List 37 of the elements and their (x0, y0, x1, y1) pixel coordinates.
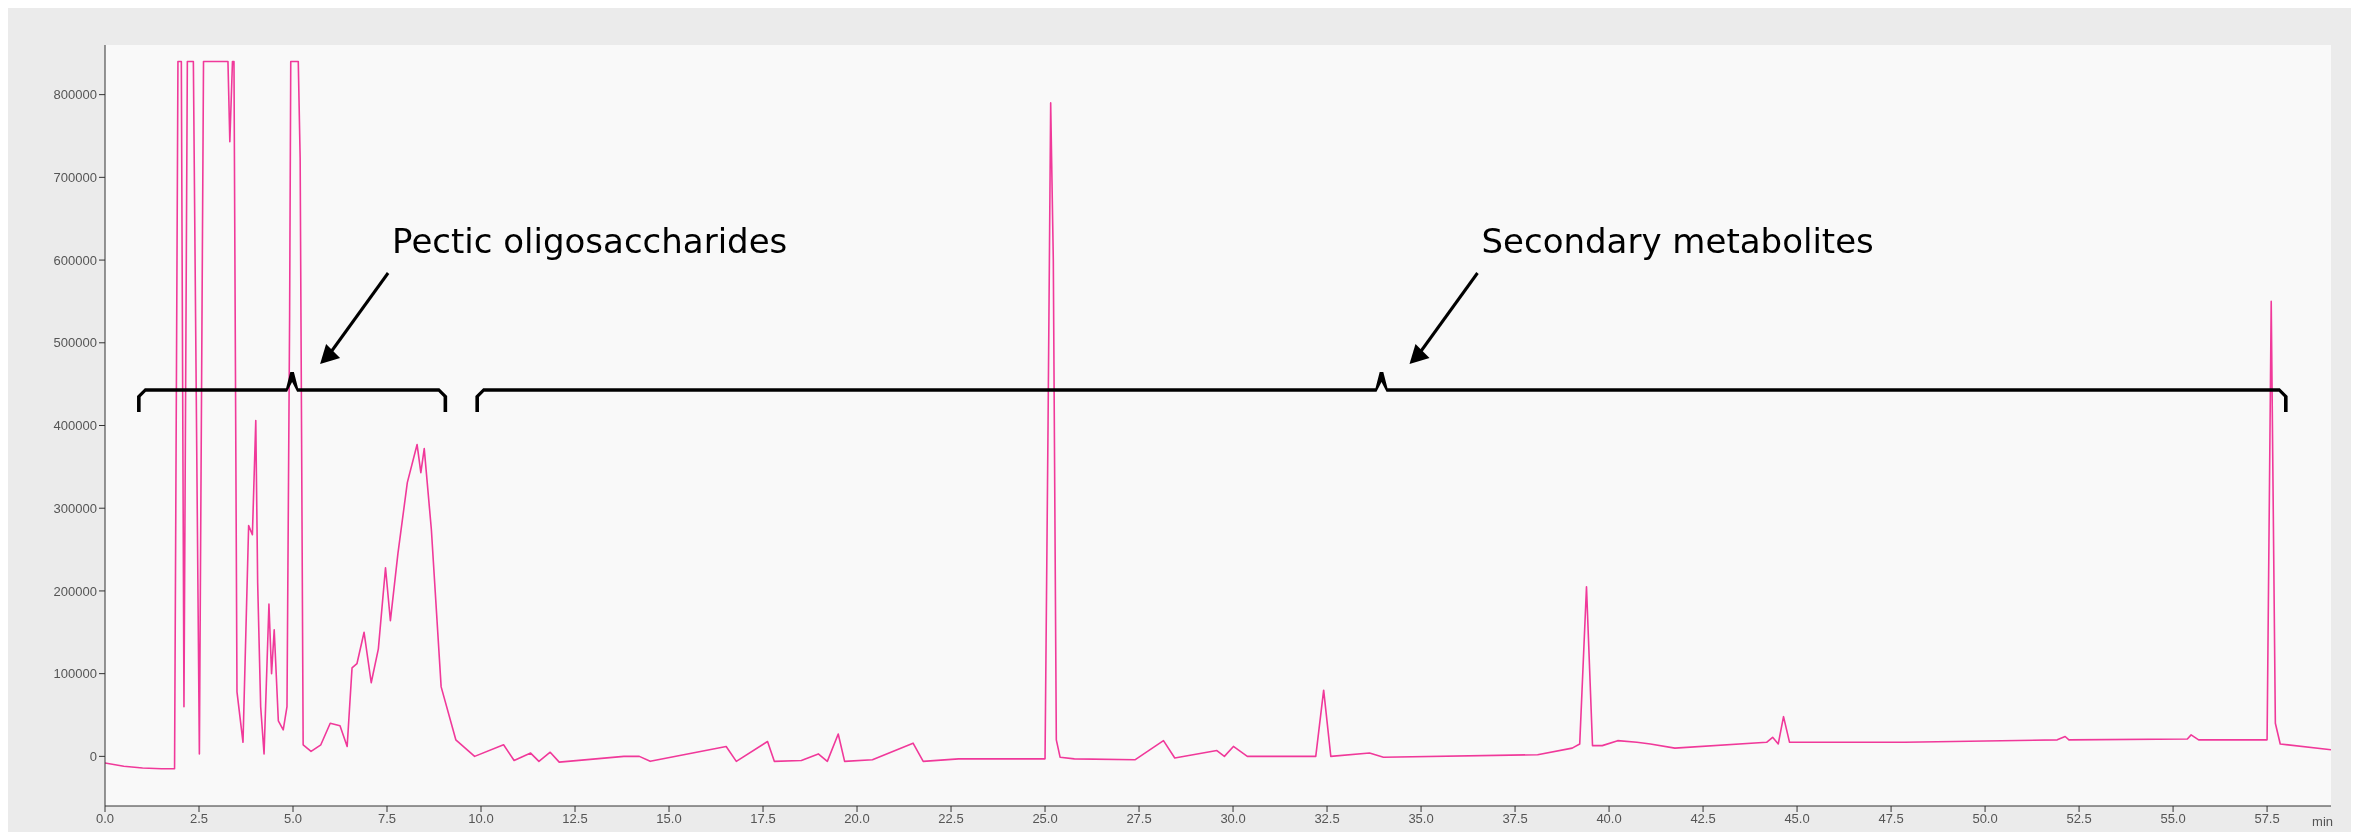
x-tick-label: 30.0 (1220, 811, 1246, 827)
x-axis-title: min (2312, 814, 2333, 829)
x-tick-label: 52.5 (2066, 811, 2092, 827)
annotation: Secondary metabolites (1481, 221, 1874, 261)
line-series (105, 60, 2331, 770)
x-tick-label: 50.0 (1972, 811, 1998, 827)
x-tick-label: 12.5 (562, 811, 588, 827)
x-tick-label: 57.5 (2254, 811, 2280, 827)
x-tick-label: 10.0 (468, 811, 494, 827)
y-tick-label: 400000 (53, 418, 97, 434)
x-tick-label: 22.5 (938, 811, 964, 827)
x-tick-label: 40.0 (1596, 811, 1622, 827)
annotation: Pectic oligosaccharides (392, 221, 788, 261)
y-tick-label: 700000 (53, 169, 97, 185)
y-tick-label: 800000 (53, 87, 97, 103)
x-tick-label: 47.5 (1878, 811, 1904, 827)
x-tick-label: 42.5 (1690, 811, 1716, 827)
y-tick-label: 600000 (53, 252, 97, 268)
y-tick-label: 200000 (53, 583, 97, 599)
y-tick-label: 0 (89, 748, 97, 764)
x-tick-label: 15.0 (656, 811, 682, 827)
x-tick-label: 7.5 (377, 811, 397, 827)
x-tick-label: 32.5 (1314, 811, 1340, 827)
y-tick-label: 100000 (53, 666, 97, 682)
x-tick-label: 45.0 (1784, 811, 1810, 827)
x-tick-label: 17.5 (750, 811, 776, 827)
x-tick-label: 2.5 (189, 811, 209, 827)
x-tick-label: 55.0 (2160, 811, 2186, 827)
x-tick-label: 25.0 (1032, 811, 1058, 827)
x-tick-label: 0.0 (95, 811, 115, 827)
x-tick-label: 20.0 (844, 811, 870, 827)
y-tick-label: 300000 (53, 500, 97, 516)
x-tick-label: 27.5 (1126, 811, 1152, 827)
x-tick-label: 35.0 (1408, 811, 1434, 827)
y-tick-label: 500000 (53, 335, 97, 351)
x-tick-label: 37.5 (1502, 811, 1528, 827)
x-tick-label: 5.0 (283, 811, 303, 827)
